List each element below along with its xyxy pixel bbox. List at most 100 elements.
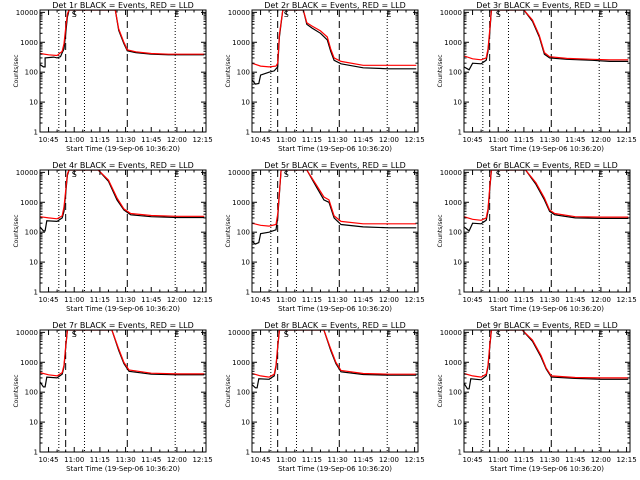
start-marker-label: S	[72, 170, 77, 179]
y-tick-label: 100	[237, 389, 250, 397]
x-tick-label: 11:00	[64, 456, 84, 464]
y-tick-label: 10000	[16, 329, 38, 337]
panel-title: Det 1r BLACK = Events, RED = LLD	[52, 1, 194, 10]
y-tick-label: 1000	[232, 199, 250, 207]
y-axis-label: Counts/sec	[13, 374, 20, 407]
y-tick-label: 10000	[228, 9, 250, 17]
x-tick-label: 12:15	[616, 296, 636, 304]
x-tick-label: 10:45	[462, 136, 482, 144]
panel-8: 1 10 100 1000 10000 10:45 11:00 11:15 11:30 11:45…	[225, 321, 425, 473]
x-tick-label: 11:45	[353, 456, 373, 464]
panel-7: 1 10 100 1000 10000 10:45 11:00 11:15 11:30 11:45…	[13, 321, 213, 473]
panel-4: 1 10 100 1000 10000 10:45 11:00 11:15 11:30 11:45…	[13, 161, 213, 313]
x-tick-label: 10:45	[38, 136, 58, 144]
end-marker-label: E	[174, 330, 179, 339]
x-tick-label: 12:00	[379, 456, 399, 464]
end-marker-label: E	[598, 10, 603, 19]
x-tick-label: 11:30	[327, 456, 347, 464]
y-axis-label: Counts/sec	[225, 214, 232, 247]
x-axis-label: Start Time (19-Sep-06 10:36:20)	[66, 145, 180, 153]
lld-series-line	[252, 10, 417, 68]
y-tick-label: 1000	[232, 39, 250, 47]
end-marker-label: E	[386, 330, 391, 339]
panel-title: Det 3r BLACK = Events, RED = LLD	[476, 1, 618, 10]
panel-1: 1 10 100 1000 10000 10:45 11:00 11:15 11:30 11:45…	[13, 1, 213, 153]
x-tick-label: 12:15	[616, 136, 636, 144]
plot-frame	[39, 329, 207, 453]
x-tick-label: 11:45	[565, 136, 585, 144]
y-tick-label: 1	[246, 289, 250, 297]
y-tick-label: 1000	[20, 199, 38, 207]
plot-frame	[251, 9, 419, 133]
start-marker-label: S	[284, 10, 289, 19]
panel-title: Det 7r BLACK = Events, RED = LLD	[52, 321, 194, 330]
panel-6: 1 10 100 1000 10000 10:45 11:00 11:15 11:30 11:45…	[437, 161, 637, 313]
y-tick-label: 10000	[440, 329, 462, 337]
y-tick-label: 100	[25, 389, 38, 397]
x-axis-label: Start Time (19-Sep-06 10:36:20)	[490, 145, 604, 153]
lld-series-line	[464, 170, 629, 221]
y-tick-label: 10	[453, 259, 462, 267]
y-axis-label: Counts/sec	[225, 374, 232, 407]
x-tick-label: 12:00	[591, 136, 611, 144]
x-tick-label: 10:45	[38, 456, 58, 464]
y-tick-label: 10000	[228, 329, 250, 337]
start-marker-label: S	[284, 330, 289, 339]
y-tick-label: 100	[449, 69, 462, 77]
start-marker-label: S	[72, 10, 77, 19]
x-tick-label: 12:15	[192, 296, 212, 304]
plot-frame	[463, 329, 631, 453]
start-marker-label: S	[496, 10, 501, 19]
x-axis-label: Start Time (19-Sep-06 10:36:20)	[490, 465, 604, 473]
y-tick-label: 1	[246, 449, 250, 457]
x-tick-label: 11:00	[64, 296, 84, 304]
x-tick-label: 11:00	[488, 296, 508, 304]
y-tick-label: 10000	[440, 9, 462, 17]
x-tick-label: 10:45	[462, 456, 482, 464]
y-tick-label: 1	[458, 449, 462, 457]
x-tick-label: 11:00	[488, 136, 508, 144]
x-tick-label: 10:45	[462, 296, 482, 304]
x-tick-label: 10:45	[250, 296, 270, 304]
x-tick-label: 12:00	[167, 456, 187, 464]
x-tick-label: 11:00	[276, 296, 296, 304]
lld-series-line	[252, 170, 417, 227]
x-tick-label: 11:15	[514, 456, 534, 464]
x-tick-label: 11:00	[276, 136, 296, 144]
end-marker-label: E	[386, 170, 391, 179]
x-tick-label: 11:45	[141, 136, 161, 144]
x-tick-label: 12:00	[591, 296, 611, 304]
events-series-line	[464, 330, 629, 390]
x-tick-label: 12:00	[379, 296, 399, 304]
panel-title: Det 5r BLACK = Events, RED = LLD	[264, 161, 406, 170]
x-tick-label: 10:45	[250, 456, 270, 464]
x-axis-label: Start Time (19-Sep-06 10:36:20)	[66, 305, 180, 313]
panel-2: 1 10 100 1000 10000 10:45 11:00 11:15 11:30 11:45…	[225, 1, 425, 153]
plot-frame	[39, 169, 207, 293]
lld-series-line	[252, 330, 417, 378]
end-marker-label: E	[598, 330, 603, 339]
x-axis-label: Start Time (19-Sep-06 10:36:20)	[278, 145, 392, 153]
y-tick-label: 1000	[444, 199, 462, 207]
x-tick-label: 11:30	[327, 136, 347, 144]
y-tick-label: 1000	[20, 39, 38, 47]
y-axis-label: Counts/sec	[225, 54, 232, 87]
x-tick-label: 12:00	[379, 136, 399, 144]
x-tick-label: 11:30	[539, 136, 559, 144]
y-tick-label: 100	[237, 229, 250, 237]
x-tick-label: 11:15	[514, 296, 534, 304]
y-tick-label: 1000	[20, 359, 38, 367]
x-tick-label: 11:45	[353, 296, 373, 304]
end-marker-label: E	[598, 170, 603, 179]
y-tick-label: 1	[34, 129, 38, 137]
events-series-line	[464, 10, 629, 71]
x-tick-label: 11:45	[141, 296, 161, 304]
y-tick-label: 1	[246, 129, 250, 137]
start-marker-label: S	[284, 170, 289, 179]
y-tick-label: 1	[34, 289, 38, 297]
start-marker-label: S	[496, 170, 501, 179]
lld-series-line	[40, 10, 205, 57]
y-axis-label: Counts/sec	[13, 214, 20, 247]
